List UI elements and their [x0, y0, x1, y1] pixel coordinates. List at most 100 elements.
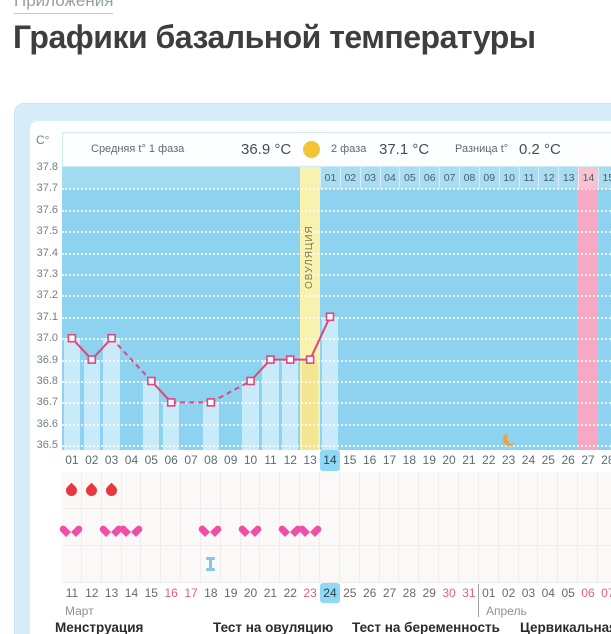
day-cell[interactable]	[578, 509, 598, 546]
day-cell[interactable]	[200, 546, 221, 583]
day-cell[interactable]	[558, 472, 579, 509]
y-axis-tick-label: 37.0	[36, 332, 58, 345]
day-cell[interactable]	[320, 546, 340, 583]
day-cell[interactable]	[121, 546, 142, 583]
y-axis-tick-label: 36.6	[36, 417, 58, 430]
day-cell[interactable]	[101, 472, 122, 509]
day-cell[interactable]	[81, 472, 102, 509]
legend-item[interactable]: Менструация	[55, 620, 144, 634]
temperature-point[interactable]	[166, 398, 176, 407]
day-cell[interactable]	[578, 546, 598, 583]
day-cell[interactable]	[597, 472, 611, 509]
day-cell[interactable]	[320, 472, 340, 509]
day-cell[interactable]	[62, 472, 82, 509]
day-cell[interactable]	[558, 546, 579, 583]
day-cell[interactable]	[339, 546, 360, 583]
day-cell[interactable]	[260, 509, 281, 546]
temperature-point[interactable]	[325, 312, 335, 322]
day-cell[interactable]	[538, 472, 559, 509]
day-cell[interactable]	[200, 509, 221, 546]
day-cell[interactable]	[399, 472, 420, 509]
day-cell[interactable]	[161, 509, 182, 546]
date-cell: 19	[224, 586, 238, 600]
legend-item[interactable]: Цервикальная жидкость	[520, 620, 611, 634]
day-cell[interactable]	[518, 472, 539, 509]
day-cell[interactable]	[161, 472, 182, 509]
day-cell[interactable]	[339, 472, 360, 509]
day-cell[interactable]	[260, 546, 281, 583]
day-cell[interactable]	[121, 509, 142, 546]
day-cell[interactable]	[478, 546, 499, 583]
day-cell[interactable]	[339, 509, 360, 546]
legend-item[interactable]: Тест на беременность	[352, 620, 500, 634]
day-cell[interactable]	[141, 472, 162, 509]
day-cell[interactable]	[379, 546, 400, 583]
day-cell[interactable]	[359, 509, 380, 546]
temperature-point[interactable]	[147, 376, 156, 386]
day-cell[interactable]	[81, 546, 102, 583]
day-cell[interactable]	[240, 546, 261, 583]
day-cell[interactable]	[240, 472, 261, 509]
day-cell[interactable]	[280, 472, 301, 509]
day-cell[interactable]	[280, 546, 301, 583]
day-cell[interactable]	[419, 546, 440, 583]
day-cell[interactable]	[359, 472, 380, 509]
day-cell[interactable]	[439, 509, 459, 546]
day-cell[interactable]	[320, 509, 340, 546]
day-cell[interactable]	[518, 546, 539, 583]
temperature-point[interactable]	[206, 398, 216, 407]
legend-item[interactable]: Тест на овуляцию	[213, 620, 334, 634]
day-cell[interactable]	[538, 509, 559, 546]
day-cell[interactable]	[379, 472, 400, 509]
day-cell[interactable]	[200, 472, 221, 509]
breadcrumb-link[interactable]: Приложения	[14, 0, 114, 14]
day-cell[interactable]	[419, 509, 440, 546]
temperature-point[interactable]	[305, 355, 315, 364]
day-cell[interactable]	[181, 472, 201, 509]
heart-icon	[303, 521, 317, 533]
day-cell[interactable]	[300, 509, 321, 546]
day-cell[interactable]	[300, 472, 321, 509]
day-cell[interactable]	[101, 546, 122, 583]
day-cell[interactable]	[62, 546, 82, 583]
day-cell[interactable]	[161, 546, 182, 583]
day-cell[interactable]	[399, 546, 420, 583]
day-cell[interactable]	[459, 472, 479, 509]
day-cell[interactable]	[141, 509, 162, 546]
day-cell[interactable]	[300, 546, 321, 583]
day-cell[interactable]	[498, 546, 519, 583]
day-cell[interactable]	[399, 509, 420, 546]
day-cell[interactable]	[220, 546, 241, 583]
temperature-point[interactable]	[87, 355, 97, 364]
temperature-point[interactable]	[246, 376, 255, 386]
temperature-point[interactable]	[107, 333, 116, 343]
day-cell[interactable]	[478, 509, 499, 546]
day-cell[interactable]	[498, 509, 519, 546]
day-cell[interactable]	[121, 472, 142, 509]
temperature-point[interactable]	[285, 355, 295, 364]
day-cell[interactable]	[419, 472, 440, 509]
day-cell[interactable]	[498, 472, 519, 509]
day-cell[interactable]	[538, 546, 559, 583]
temperature-point[interactable]	[266, 355, 275, 364]
day-cell[interactable]	[597, 546, 611, 583]
day-cell[interactable]	[558, 509, 579, 546]
day-cell[interactable]	[240, 509, 261, 546]
day-cell[interactable]	[141, 546, 162, 583]
temperature-point[interactable]	[67, 333, 77, 343]
day-cell[interactable]	[379, 509, 400, 546]
day-cell[interactable]	[578, 472, 598, 509]
day-cell[interactable]	[439, 472, 459, 509]
day-cell[interactable]	[459, 546, 479, 583]
day-cell[interactable]	[459, 509, 479, 546]
day-cell[interactable]	[359, 546, 380, 583]
day-cell[interactable]	[181, 546, 201, 583]
day-cell[interactable]	[597, 509, 611, 546]
day-cell[interactable]	[260, 472, 281, 509]
day-cell[interactable]	[478, 472, 499, 509]
day-cell[interactable]	[62, 509, 82, 546]
day-cell[interactable]	[280, 509, 301, 546]
day-cell[interactable]	[220, 472, 241, 509]
day-cell[interactable]	[518, 509, 539, 546]
day-cell[interactable]	[439, 546, 459, 583]
